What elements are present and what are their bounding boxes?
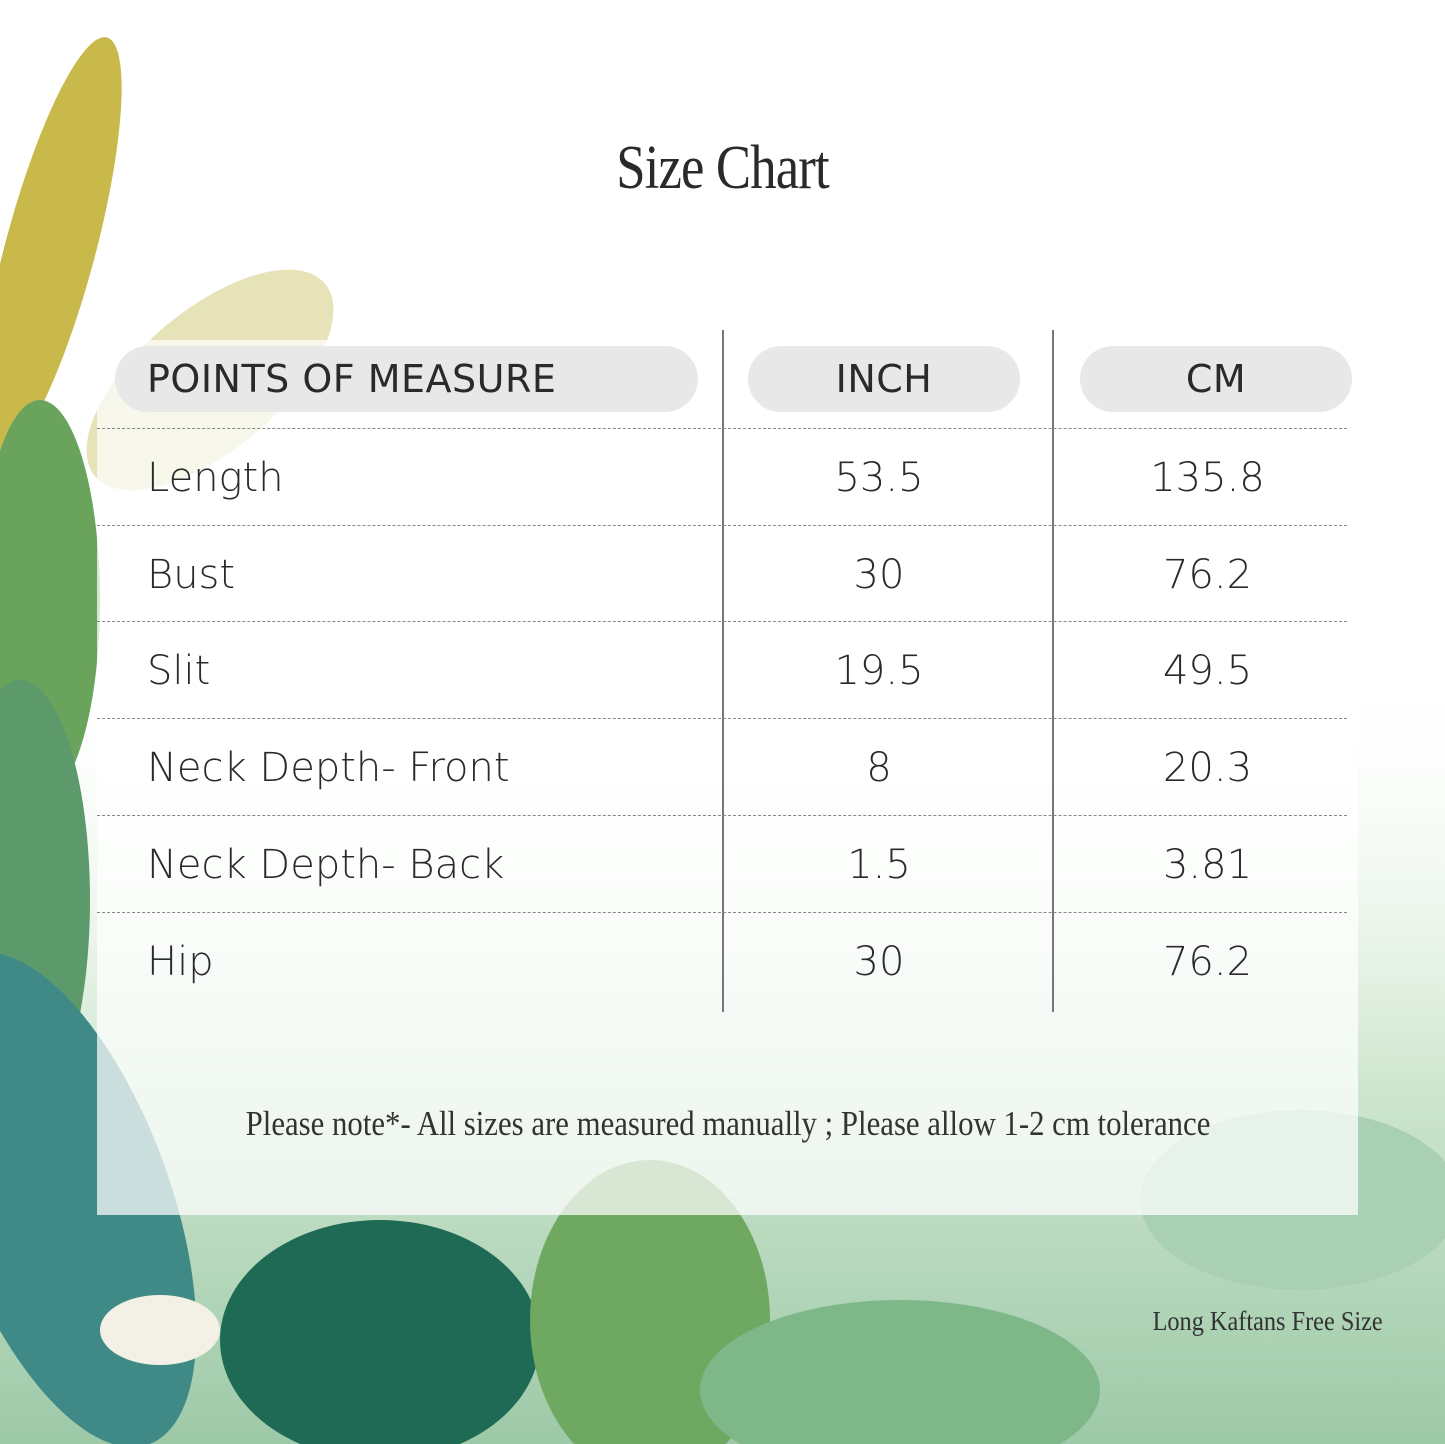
product-label: Long Kaftans Free Size xyxy=(1152,1306,1383,1336)
cm-value: 76.2 xyxy=(1162,938,1253,985)
inch-value: 53.5 xyxy=(834,455,924,501)
cm-value: 20.3 xyxy=(1162,745,1253,792)
page-title: Size Chart xyxy=(616,134,829,202)
inch-value: 19.5 xyxy=(834,648,924,695)
inch-value: 8 xyxy=(866,745,892,792)
row-label: Hip xyxy=(147,938,214,985)
row-divider xyxy=(97,814,1347,816)
row-divider xyxy=(97,911,1347,913)
cm-value: 49.5 xyxy=(1162,648,1253,695)
row-label: Bust xyxy=(147,551,236,598)
cm-value: 135.8 xyxy=(1150,455,1265,501)
row-divider xyxy=(97,524,1347,526)
row-divider xyxy=(97,621,1347,623)
header-points-of-measure: POINTS OF MEASURE xyxy=(115,346,698,412)
row-divider xyxy=(97,718,1347,720)
cm-value: 76.2 xyxy=(1162,551,1253,598)
row-label: Slit xyxy=(147,648,211,695)
column-divider xyxy=(722,330,724,1012)
column-divider xyxy=(1052,330,1054,1012)
header-cm: CM xyxy=(1080,346,1352,412)
inch-value: 30 xyxy=(853,938,905,985)
row-label: Neck Depth- Front xyxy=(147,745,510,792)
row-divider xyxy=(97,428,1347,429)
header-inch: INCH xyxy=(748,346,1020,412)
inch-value: 30 xyxy=(853,551,905,598)
row-label: Length xyxy=(147,455,284,501)
inch-value: 1.5 xyxy=(847,841,911,888)
size-table-panel xyxy=(97,340,1358,1215)
tolerance-note: Please note*- All sizes are measured man… xyxy=(245,1104,1211,1143)
cm-value: 3.81 xyxy=(1162,841,1253,888)
row-label: Neck Depth- Back xyxy=(147,841,505,888)
